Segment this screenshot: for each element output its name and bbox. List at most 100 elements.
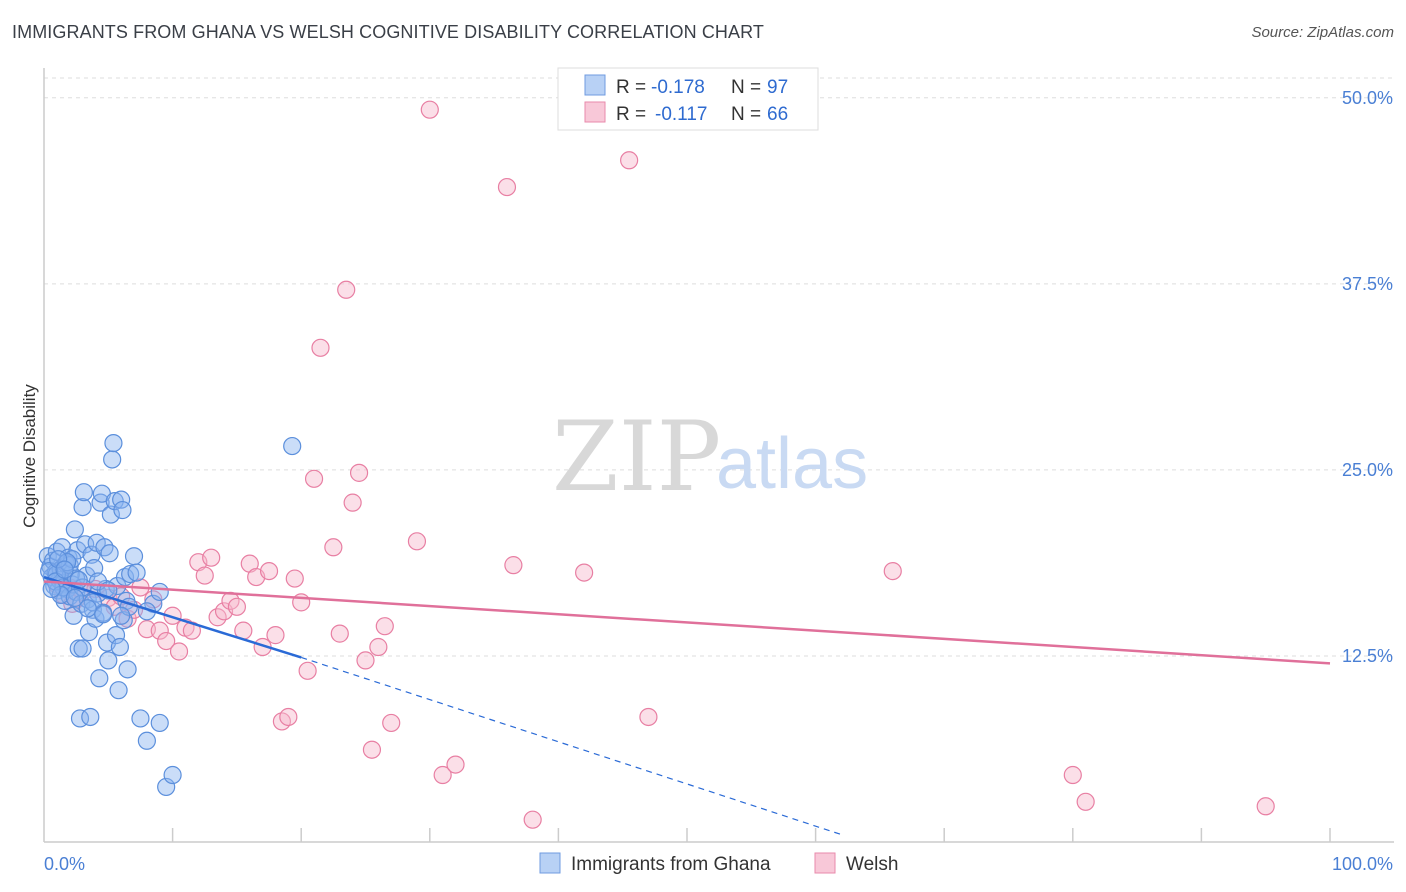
ghana-point [85,559,104,578]
y-tick-label: 50.0% [1342,88,1393,108]
welsh-point [1063,765,1082,785]
axes [43,68,1394,843]
ghana-point [73,639,92,658]
ghana-point [65,520,84,539]
bottom-legend-swatch-welsh [814,852,836,874]
welsh-point [311,338,330,357]
ghana-point [124,547,144,566]
welsh-point [362,740,382,759]
welsh-point [639,707,658,727]
ghana-point [103,450,122,469]
welsh-point [266,626,285,645]
trend-lines [43,575,1331,836]
watermark: ZIP atlas [552,401,868,513]
ghana-point [69,639,88,658]
ghana-trend-line [43,575,302,659]
watermark-zip: ZIP [552,401,721,513]
ghana-point [81,707,100,727]
welsh-point [349,463,369,482]
welsh-point [1256,797,1275,816]
y-tick-labels: 12.5% 25.0% 37.5% 50.0% [1342,88,1393,666]
x-tick-labels: 0.0% 100.0% [44,854,1393,874]
ghana-point [163,765,182,785]
watermark-atlas: atlas [716,424,868,504]
top-legend: R = -0.178 N = 97 R = -0.117 N = 66 [557,67,819,131]
welsh-point [202,548,221,567]
ghana-point [74,483,93,502]
welsh-point [343,493,362,512]
ghana-trend-extension [301,656,842,836]
source-label: Source: ZipAtlas.com [1251,24,1394,41]
ghana-point [106,626,126,645]
ghana-point [118,660,137,679]
welsh-point [330,624,349,643]
y-tick-label: 25.0% [1342,460,1393,480]
welsh-point [407,532,427,551]
welsh-point [575,563,594,582]
legend-r-value-2: -0.117 [655,104,707,125]
y-axis-label: Cognitive Disability [20,384,39,528]
ghana-point [51,585,70,605]
legend-swatch-welsh [584,101,606,123]
ghana-point [150,713,169,733]
welsh-point [523,810,542,829]
welsh-point [382,713,401,733]
ghana-point [104,433,123,453]
welsh-point [375,617,394,636]
welsh-point [195,566,214,585]
legend-n-value-2: 66 [767,104,788,125]
ghana-point [127,563,146,582]
ghana-point [78,599,97,618]
ghana-point [73,497,92,517]
legend-n-label-2: N = [731,104,761,125]
welsh-point [279,707,298,727]
ghana-point [101,505,120,524]
legend-swatch-ghana [584,74,606,96]
ghana-point [150,582,169,602]
welsh-point [169,642,189,661]
ghana-point [110,637,129,657]
ghana-point [49,550,68,569]
legend-r-value-1: -0.178 [651,77,705,98]
legend-n-label-1: N = [731,77,761,98]
welsh-point [150,621,169,640]
welsh-point [324,538,343,557]
welsh-point [259,561,279,581]
ghana-point [100,544,119,563]
ghana-point [137,731,156,750]
welsh-point [369,637,388,657]
ghana-point [95,538,114,557]
welsh-trend-line [43,580,1331,665]
ghana-point [112,606,131,625]
welsh-point [298,661,317,680]
bottom-legend-label-welsh: Welsh [846,854,898,875]
welsh-point [433,765,452,785]
ghana-point [55,560,74,579]
welsh-point [337,280,356,299]
welsh-point [620,151,639,170]
legend-r-label-2: R = [616,104,646,125]
welsh-point [504,556,523,575]
ghana-point [109,681,128,700]
ghana-point [99,651,118,670]
ghana-point [131,709,150,728]
welsh-point [304,469,324,488]
x-tick-label-max: 100.0% [1332,854,1393,874]
welsh-point [157,631,176,651]
welsh-point [1076,792,1095,811]
welsh-point [356,651,375,670]
ghana-point [121,564,140,584]
ghana-point [83,593,102,612]
ghana-point [94,605,113,624]
welsh-point [497,177,517,197]
legend-n-value-1: 97 [767,77,788,98]
ghana-point [283,436,302,456]
bottom-legend-label-ghana: Immigrants from Ghana [571,854,771,875]
y-tick-label: 37.5% [1342,274,1393,294]
welsh-point [420,100,439,119]
welsh-point [227,597,246,616]
y-tick-label: 12.5% [1342,646,1393,666]
welsh-point [285,569,304,588]
welsh-point [446,755,465,774]
